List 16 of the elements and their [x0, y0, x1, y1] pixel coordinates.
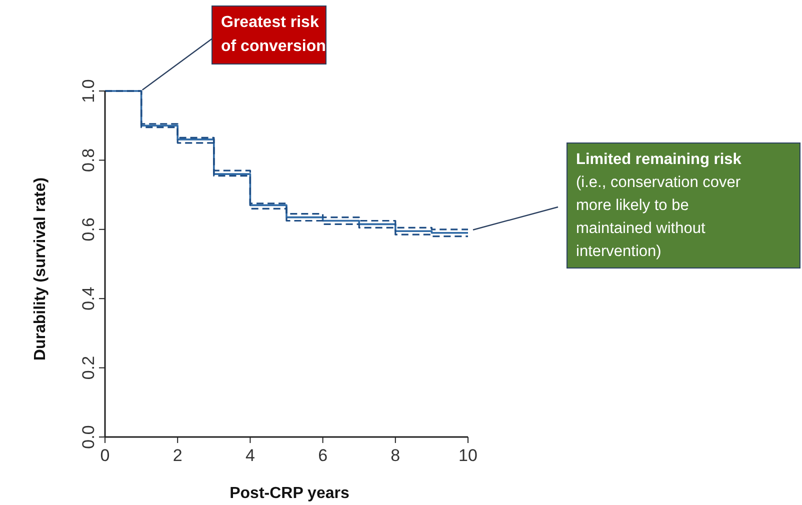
x-axis-title: Post-CRP years: [230, 485, 350, 502]
y-tick-label: 0.8: [79, 148, 98, 172]
annotation: Limited remaining risk (i.e., conservation cover more likely to be maintained without intervention): [576, 151, 742, 260]
x-tick-label: 0: [100, 446, 110, 465]
x-tick-label: 8: [390, 446, 400, 465]
x-tick-label: 10: [458, 446, 478, 465]
annotation: Greatest risk of conversion: [221, 14, 326, 55]
y-tick-label: 0.2: [79, 356, 98, 380]
y-tick-label: 0.0: [79, 425, 98, 449]
y-tick-label: 1.0: [79, 79, 98, 103]
x-tick-label: 4: [245, 446, 255, 465]
y-tick-label: 0.4: [79, 286, 98, 310]
x-tick-label: 6: [318, 446, 328, 465]
y-axis-title: Durability (survival rate): [32, 177, 49, 361]
y-tick-label: 0.6: [79, 218, 98, 242]
x-tick-label: 2: [172, 446, 182, 465]
